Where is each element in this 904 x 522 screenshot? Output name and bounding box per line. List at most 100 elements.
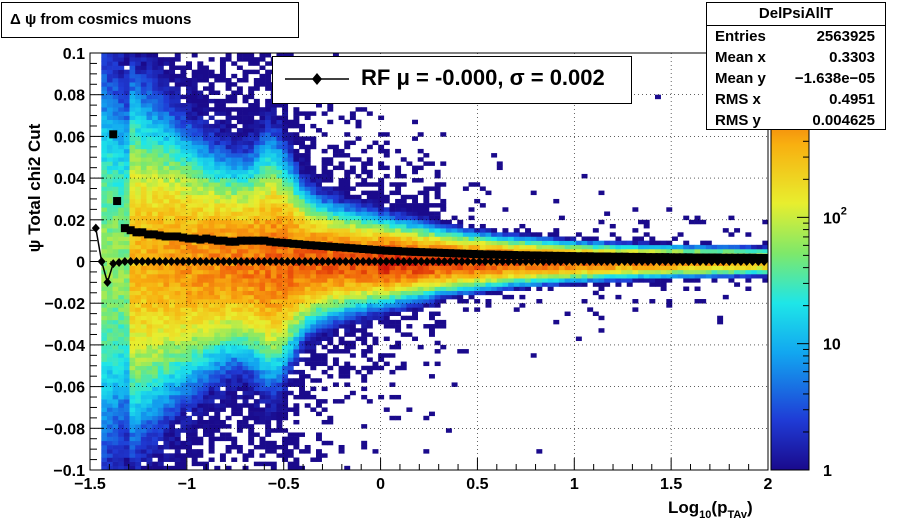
heatmap-cell [553,244,560,250]
heatmap-cell [316,269,322,275]
heatmap-cell [242,153,249,158]
heatmap-cell [253,340,260,346]
heatmap-cell [338,307,345,312]
heatmap-cell [231,190,238,196]
heatmap-cell [242,115,249,121]
heatmap-cell [445,428,452,433]
heatmap-cell [485,274,492,279]
heatmap-cell [197,399,204,404]
heatmap-cell [174,340,181,346]
heatmap-cell [299,140,305,146]
heatmap-cell [609,244,616,250]
heatmap-cell [383,278,390,283]
heatmap-cell [282,411,289,417]
heatmap-cell [299,203,305,208]
heatmap-cell [101,78,108,83]
heatmap-cell [208,215,215,221]
heatmap-cell [236,144,243,150]
heatmap-cell [248,436,255,442]
heatmap-cell [135,73,142,79]
heatmap-cell [344,207,351,212]
heatmap-cell [169,119,176,125]
heatmap-cell [445,228,452,233]
heatmap-cell [270,274,277,279]
heatmap-cell [203,428,209,433]
heatmap-cell [174,153,181,158]
heatmap-cell [106,265,113,271]
heatmap-cell [248,123,255,129]
heatmap-cell [332,144,339,150]
heatmap-cell [536,282,543,287]
heatmap-cell [457,219,464,225]
heatmap-cell [140,65,147,70]
heatmap-cell [270,290,277,296]
heatmap-cell [129,336,136,342]
heatmap-cell [395,269,402,275]
heatmap-cell [649,244,656,250]
heatmap-cell [112,82,119,87]
heatmap-cell [169,415,176,421]
heatmap-cell [140,399,147,404]
heatmap-cell [208,394,215,400]
heatmap-cell [338,207,345,212]
heatmap-cell [242,173,249,179]
heatmap-cell [163,432,170,437]
heatmap-cell [157,90,164,95]
heatmap-cell [440,207,447,212]
heatmap-cell [344,365,351,371]
heatmap-cell [152,215,159,221]
heatmap-cell [310,136,317,141]
heatmap-cell [502,265,509,271]
heatmap-cell [163,407,170,412]
heatmap-cell [163,357,170,362]
heatmap-cell [287,228,294,233]
heatmap-cell [106,344,113,350]
heatmap-cell [259,324,266,329]
heatmap-cell [253,344,260,350]
heatmap-cell [332,203,339,208]
heatmap-cell [135,374,142,379]
heatmap-cell [332,294,339,300]
heatmap-cell [101,115,108,121]
heatmap-cell [253,98,260,104]
heatmap-cell [299,328,305,333]
heatmap-cell [310,194,317,200]
heatmap-cell [135,157,142,162]
heatmap-cell [225,386,232,392]
heatmap-cell [270,336,277,342]
heatmap-cell [112,349,119,354]
heatmap-cell [112,228,119,233]
heatmap-cell [429,324,435,329]
heatmap-cell [242,148,249,154]
heatmap-cell [129,236,136,241]
heatmap-cell [231,148,238,154]
heatmap-cell [146,436,153,442]
heatmap-cell [327,315,334,321]
heatmap-cell [400,219,407,225]
heatmap-cell [214,144,221,150]
heatmap-cell [140,140,147,146]
heatmap-cell [112,336,119,342]
heatmap-cell [101,228,108,233]
heatmap-cell [287,336,294,342]
heatmap-cell [118,319,125,325]
heatmap-cell [259,394,266,400]
heatmap-cell [169,153,176,158]
heatmap-cell [242,269,249,275]
heatmap-cell [332,165,339,171]
heatmap-cell [174,182,181,187]
heatmap-cell [140,278,147,283]
heatmap-cell [157,107,164,112]
heatmap-cell [253,324,260,329]
heatmap-cell [445,269,452,275]
heatmap-cell [259,115,266,121]
heatmap-cell [197,307,204,312]
heatmap-cell [372,219,379,225]
heatmap-cell [242,165,249,171]
heatmap-cell [287,449,294,454]
heatmap-cell [169,465,176,471]
heatmap-cell [310,211,317,216]
heatmap-cell [259,399,266,404]
heatmap-cell [429,286,435,291]
heatmap-cell [316,332,322,337]
